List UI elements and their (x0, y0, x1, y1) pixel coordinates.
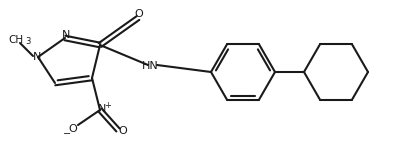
Text: O: O (135, 9, 143, 19)
Text: N: N (33, 52, 41, 62)
Text: N: N (98, 104, 106, 114)
Text: −: − (63, 129, 71, 139)
Text: CH: CH (8, 35, 24, 45)
Text: 3: 3 (25, 36, 31, 46)
Text: O: O (119, 126, 127, 136)
Text: +: + (104, 100, 112, 109)
Text: O: O (69, 124, 77, 134)
Text: HN: HN (142, 61, 158, 71)
Text: N: N (62, 30, 70, 40)
